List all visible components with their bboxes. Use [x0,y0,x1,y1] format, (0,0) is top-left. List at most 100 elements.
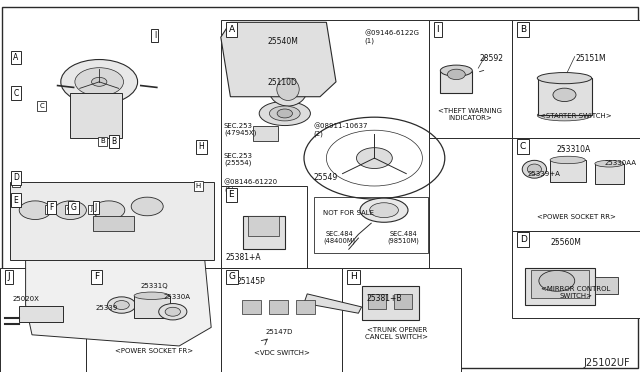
Circle shape [356,148,392,169]
Text: 25339: 25339 [96,305,118,311]
Text: SEC.484
(98510M): SEC.484 (98510M) [387,231,419,244]
Text: <TRUNK OPENER
CANCEL SWITCH>: <TRUNK OPENER CANCEL SWITCH> [365,327,428,340]
Text: H: H [196,183,201,189]
Text: E: E [228,190,234,199]
Text: J25102UF: J25102UF [584,357,630,368]
Text: B: B [111,137,116,146]
Circle shape [159,304,187,320]
Text: I: I [154,31,156,40]
Ellipse shape [269,106,300,121]
Text: NOT FOR SALE: NOT FOR SALE [323,210,374,216]
Text: @09146-6122G
(1): @09146-6122G (1) [365,30,420,44]
Text: D: D [13,173,19,182]
Bar [86,268,221,372]
Ellipse shape [550,156,586,164]
Text: 25020X: 25020X [13,296,40,302]
Bar [230,68,287,86]
Text: D: D [13,179,19,185]
Circle shape [75,68,124,96]
Bar [368,294,386,309]
Text: 25560M: 25560M [550,238,581,247]
Bar [531,270,589,298]
Circle shape [131,197,163,216]
Text: 25381+B: 25381+B [366,294,402,303]
Text: C: C [520,142,526,151]
Bar [221,268,342,372]
Text: A: A [13,53,19,62]
Bar [595,164,624,184]
Text: <POWER SOCKET FR>: <POWER SOCKET FR> [115,348,193,354]
Text: <MIRROR CONTROL
SWITCH>: <MIRROR CONTROL SWITCH> [541,286,611,299]
Bar [70,93,122,138]
Text: B: B [100,138,105,144]
Bar [0,268,86,372]
Text: 25381+A: 25381+A [225,253,261,262]
Bar [512,138,640,231]
Text: 25145P: 25145P [237,277,266,286]
Bar [342,268,461,372]
Text: H: H [350,272,357,281]
Ellipse shape [370,203,399,218]
Text: 25331Q: 25331Q [141,283,168,289]
Bar [595,277,618,294]
Bar [362,286,419,320]
Text: F: F [94,272,99,281]
Text: SEC.484
(48400M): SEC.484 (48400M) [323,231,355,244]
Circle shape [165,307,180,316]
Text: C: C [13,89,19,97]
Ellipse shape [269,73,307,106]
Bar [429,20,512,138]
Text: SEC.253
(47945X): SEC.253 (47945X) [224,123,257,136]
Bar [538,78,592,115]
Bar [134,296,170,318]
Text: E: E [13,196,19,205]
Polygon shape [26,212,211,346]
Ellipse shape [527,164,541,174]
Bar [93,216,134,231]
Text: J: J [95,203,97,212]
Bar [394,294,412,309]
Ellipse shape [259,101,310,125]
Ellipse shape [360,198,408,222]
Circle shape [54,201,86,219]
Text: I: I [436,25,439,34]
Bar [440,71,472,93]
Text: F: F [46,206,50,212]
Text: 28592: 28592 [480,54,504,63]
Bar [221,186,307,268]
Bar [525,268,595,305]
Ellipse shape [277,78,300,100]
Text: @08146-61220
(1): @08146-61220 (1) [224,179,278,193]
Text: C: C [39,103,44,109]
Text: J: J [8,272,10,281]
Text: 25339+A: 25339+A [528,171,561,177]
Text: 25330AA: 25330AA [605,160,637,166]
Text: 25147D: 25147D [266,329,293,335]
Text: <STARTER SWITCH>: <STARTER SWITCH> [540,113,612,119]
Polygon shape [221,22,336,97]
Ellipse shape [538,110,592,121]
Circle shape [61,60,138,104]
Bar [512,231,640,318]
Circle shape [539,270,575,291]
Text: 25330A: 25330A [163,294,190,300]
Circle shape [93,201,125,219]
Ellipse shape [134,292,169,299]
Ellipse shape [595,160,623,167]
Text: J: J [90,206,92,212]
Text: D: D [520,235,527,244]
Bar [253,126,278,141]
Bar [296,300,315,314]
Text: 25540M: 25540M [268,37,298,46]
Text: @08911-10637
(2): @08911-10637 (2) [314,123,368,137]
Text: F: F [49,203,53,212]
Bar [19,306,63,322]
Circle shape [92,77,107,86]
Text: G: G [70,203,77,212]
Ellipse shape [522,160,547,178]
Bar [314,197,428,253]
Text: 253310A: 253310A [557,145,591,154]
Text: <VDC SWITCH>: <VDC SWITCH> [253,350,310,356]
Text: SEC.253
(25554): SEC.253 (25554) [224,153,253,166]
Text: E: E [14,200,18,206]
